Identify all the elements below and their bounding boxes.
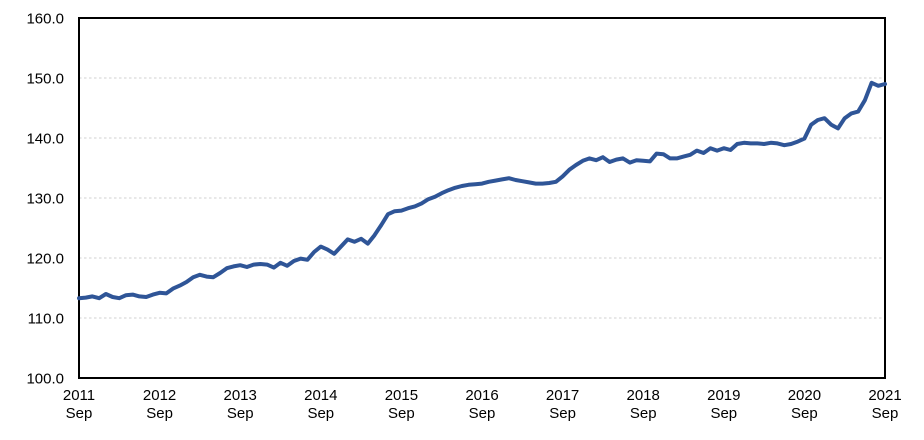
x-axis-tick-year: 2016 [465, 387, 498, 404]
data-series-line [77, 80, 887, 301]
y-axis-tick-label: 150.0 [26, 71, 64, 88]
x-axis-tick-year: 2021 [868, 387, 901, 404]
x-axis-tick-month: Sep [388, 405, 415, 422]
x-axis-tick-month: Sep [307, 405, 334, 422]
x-axis-tick-month: Sep [630, 405, 657, 422]
y-axis-tick-label: 100.0 [26, 371, 64, 388]
y-axis-tick-label: 120.0 [26, 251, 64, 268]
y-axis-tick-label: 110.0 [28, 311, 64, 328]
x-axis-tick-month: Sep [66, 405, 93, 422]
plot-border [78, 17, 886, 379]
x-axis-tick-month: Sep [791, 405, 818, 422]
x-axis-tick-year: 2015 [385, 387, 418, 404]
x-axis-tick-year: 2017 [546, 387, 579, 404]
x-axis-tick-year: 2019 [707, 387, 740, 404]
x-axis-tick-month: Sep [549, 405, 576, 422]
y-axis-tick-label: 130.0 [26, 191, 64, 208]
x-axis-tick-month: Sep [469, 405, 496, 422]
x-axis-tick-year: 2013 [224, 387, 257, 404]
x-axis-tick-month: Sep [227, 405, 254, 422]
x-axis-tick-month: Sep [710, 405, 737, 422]
x-axis-tick-month: Sep [872, 405, 899, 422]
y-axis-tick-label: 140.0 [26, 131, 64, 148]
x-axis-tick-month: Sep [146, 405, 173, 422]
x-axis-tick-year: 2014 [304, 387, 337, 404]
x-axis-tick-year: 2011 [63, 387, 95, 404]
x-axis-tick-year: 2018 [627, 387, 660, 404]
x-axis-tick-year: 2020 [788, 387, 821, 404]
y-axis-tick-label: 160.0 [26, 11, 64, 28]
x-axis-tick-year: 2012 [143, 387, 176, 404]
